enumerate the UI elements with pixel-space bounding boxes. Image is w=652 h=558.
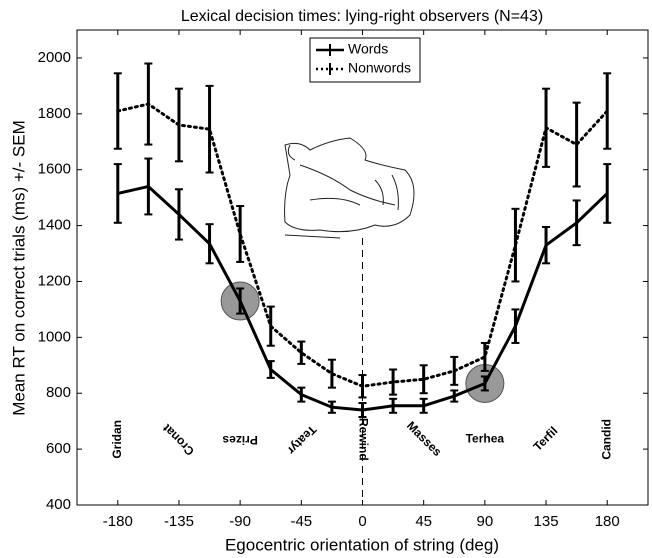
error-bar [297, 386, 306, 403]
error-bar [419, 397, 428, 414]
string-label: Masses [404, 418, 445, 459]
error-bar [389, 368, 398, 396]
error-bar [205, 84, 214, 174]
error-bar [113, 72, 122, 150]
string-label: Terfil [530, 424, 560, 454]
error-bar [480, 375, 489, 392]
y-tick-label: 2000 [38, 49, 71, 66]
error-bar [174, 87, 183, 163]
error-bar [450, 355, 459, 386]
x-tick-label: -90 [229, 513, 251, 530]
y-tick-label: 1800 [38, 105, 71, 122]
error-bar [236, 205, 245, 263]
error-bar [542, 225, 551, 265]
y-tick-label: 1600 [38, 161, 71, 178]
y-tick-label: 1000 [38, 328, 71, 345]
string-label: Prizes [222, 433, 258, 447]
error-bar [174, 188, 183, 241]
error-bar [572, 101, 581, 188]
x-tick-label: -180 [103, 513, 133, 530]
error-bar [603, 72, 612, 150]
error-bar [572, 199, 581, 247]
error-bar [419, 364, 428, 395]
error-bar [327, 400, 336, 414]
x-tick-label: 135 [534, 513, 559, 530]
observer-sketch [284, 137, 415, 239]
x-tick-label: -45 [290, 513, 312, 530]
x-tick-label: 180 [595, 513, 620, 530]
error-bar [511, 308, 520, 344]
error-bar [358, 374, 367, 399]
string-label: Terhea [466, 432, 505, 446]
string-label: Gridan [110, 420, 124, 459]
error-bar [450, 389, 459, 403]
x-tick-label: -135 [164, 513, 194, 530]
error-bar [542, 87, 551, 168]
string-label: Candid [599, 419, 613, 460]
string-label: Cronat [160, 421, 197, 458]
error-bar [480, 341, 489, 372]
error-bar [389, 397, 398, 414]
legend-label: Nonwords [348, 60, 411, 76]
error-bar [144, 62, 153, 146]
string-label: Rewind [356, 418, 370, 461]
error-bar [266, 305, 275, 347]
x-axis-label: Egocentric orientation of string (deg) [225, 535, 499, 554]
y-axis-label: Mean RT on correct trials (ms) +/- SEM [9, 120, 28, 416]
legend-label: Words [348, 41, 388, 57]
chart-title: Lexical decision times: lying-right obse… [181, 8, 543, 25]
string-label: Teatyr [284, 423, 319, 458]
error-bar [327, 358, 336, 389]
legend-box [309, 37, 421, 83]
error-bar [297, 340, 306, 365]
error-bar [603, 163, 612, 224]
x-tick-label: 90 [477, 513, 494, 530]
x-tick-label: 0 [358, 513, 366, 530]
series-line [116, 102, 609, 388]
error-bar [511, 207, 520, 283]
y-tick-label: 400 [46, 496, 71, 513]
error-bar [205, 223, 214, 265]
error-bar [144, 157, 153, 216]
y-tick-label: 1400 [38, 217, 71, 234]
error-bar [266, 360, 275, 379]
error-bar [113, 163, 122, 224]
x-tick-label: 45 [415, 513, 432, 530]
y-tick-label: 1200 [38, 272, 71, 289]
y-tick-label: 600 [46, 440, 71, 457]
y-tick-label: 800 [46, 384, 71, 401]
error-bar [358, 402, 367, 418]
error-bar [236, 287, 245, 315]
